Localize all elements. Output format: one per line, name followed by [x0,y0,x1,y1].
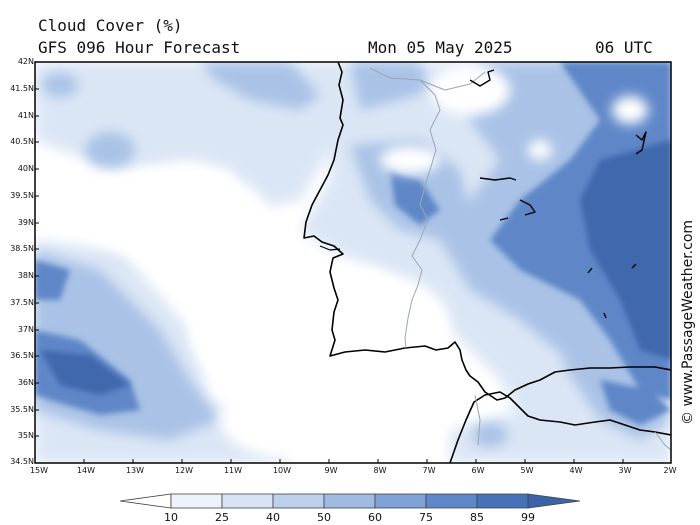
lon-label: 4W [569,466,583,475]
lat-label: 42N [17,57,34,66]
map-frame [34,61,672,464]
lon-label: 2W [663,466,677,475]
lat-label: 40.5N [10,137,34,146]
border-spain-portugal [369,67,441,349]
colorbar-label: 50 [317,511,331,524]
lat-label: 38.5N [10,244,34,253]
lat-label: 40N [17,164,34,173]
lat-label: 39.5N [10,191,34,200]
lon-label: 8W [373,466,387,475]
lon-label: 13W [125,466,145,475]
lon-label: 12W [174,466,194,475]
lat-label: 36.5N [10,351,34,360]
lat-label: 39N [17,218,34,227]
colorbar-seg-60-75 [374,493,427,509]
colorbar-seg-10-25 [170,493,223,509]
lon-label: 9W [324,466,338,475]
colorbar-label: 85 [470,511,484,524]
colorbar-arrow-high [527,493,581,509]
colorbar-seg-40-50 [272,493,325,509]
colorbar-seg-50-60 [323,493,376,509]
lat-label: 38N [17,271,34,280]
latitude-ticks [35,61,39,464]
map-subtitle: GFS 096 Hour Forecast [38,38,241,57]
colorbar-arrow-low [119,493,172,509]
lon-label: 7W [422,466,436,475]
colorbar-seg-25-40 [221,493,274,509]
lon-label: 5W [520,466,534,475]
coastline-portugal [303,62,671,401]
forecast-time: 06 UTC [595,38,653,57]
colorbar-seg-85-99 [476,493,529,509]
lon-label: 14W [76,466,96,475]
colorbar-label: 60 [368,511,382,524]
coastline-morocco [449,391,671,463]
lat-label: 41N [17,111,34,120]
colorbar-label: 10 [164,511,178,524]
lon-label: 11W [223,466,243,475]
lon-label: 6W [471,466,485,475]
colorbar-label: 40 [266,511,280,524]
coastline [303,62,671,463]
map-title: Cloud Cover (%) [38,16,183,35]
colorbar-label: 75 [419,511,433,524]
cloud-cover-field [35,62,671,463]
forecast-date: Mon 05 May 2025 [368,38,513,57]
colorbar [119,493,581,509]
lat-label: 36N [17,378,34,387]
colorbar-seg-75-85 [425,493,478,509]
lon-label: 3W [618,466,632,475]
lon-label: 15W [29,466,49,475]
lon-label: 10W [272,466,292,475]
longitude-ticks [34,459,672,463]
lat-label: 35N [17,431,34,440]
lat-label: 34.5N [10,457,34,466]
colorbar-label: 99 [521,511,535,524]
lat-label: 37.5N [10,298,34,307]
lat-label: 35.5N [10,405,34,414]
lat-label: 37N [17,325,34,334]
copyright-credit: © www.PassageWeather.com [680,219,696,425]
lat-label: 41.5N [10,84,34,93]
colorbar-label: 25 [215,511,229,524]
